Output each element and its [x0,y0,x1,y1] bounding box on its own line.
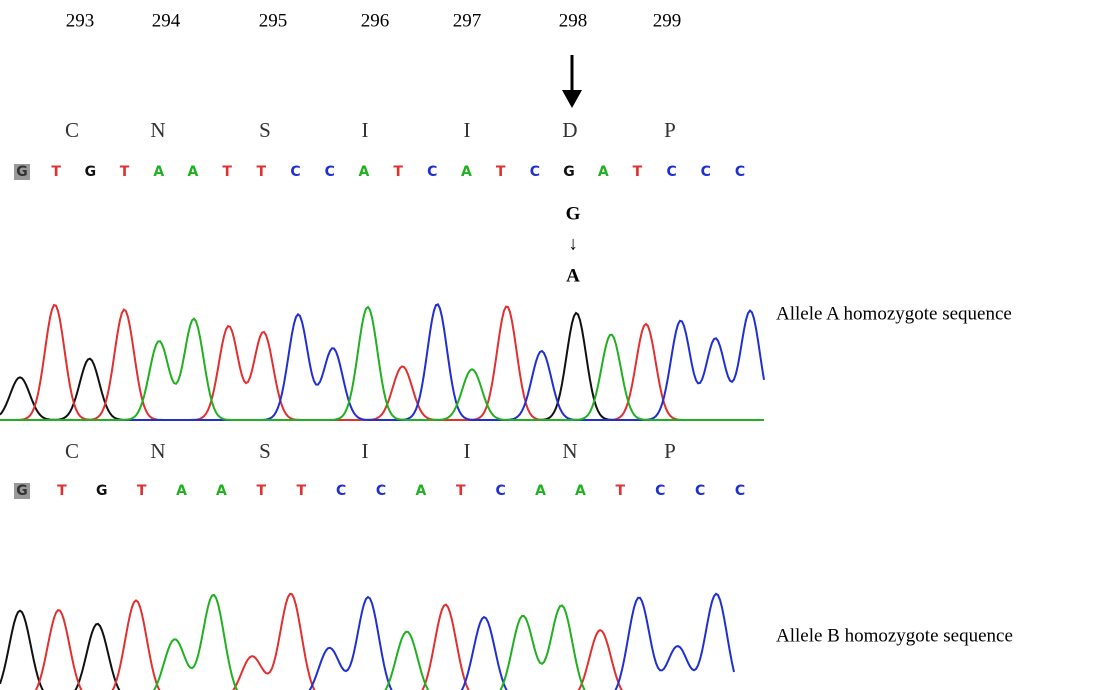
base: C [530,164,540,180]
trace [0,611,734,690]
base: A [216,483,227,499]
trace [0,304,764,420]
amino-acid: N [150,118,165,142]
base: A [535,483,546,499]
base: A [358,164,369,180]
amino-acid: P [664,439,676,463]
amino-acid: I [362,118,369,142]
base: A [188,164,199,180]
base: T [57,483,67,499]
base: A [415,483,426,499]
amino-acid: I [464,118,471,142]
base: A [598,164,609,180]
base: C [427,164,437,180]
trace [0,595,734,690]
mutation-arrow-head [562,90,582,108]
position-number: 296 [361,10,390,31]
position-number: 294 [152,10,181,31]
base: T [222,164,232,180]
trace [0,594,734,690]
mutation-from: G [566,203,581,224]
base: G [96,483,108,499]
mutation-to: A [566,265,580,286]
amino-acid: C [65,439,79,463]
base: T [120,164,130,180]
base: G [16,483,28,499]
base: C [655,483,665,499]
trace [0,307,764,420]
position-number: 299 [653,10,682,31]
base: C [325,164,335,180]
position-number: 295 [259,10,288,31]
amino-acid: N [150,439,165,463]
position-number: 298 [559,10,588,31]
base: C [735,483,745,499]
position-number: 297 [453,10,482,31]
base: A [461,164,472,180]
base: A [153,164,164,180]
position-number: 293 [66,10,95,31]
base: G [85,164,97,180]
mutation-arrow: ↓ [568,233,578,254]
base: C [735,164,745,180]
base: T [257,164,267,180]
base: T [633,164,643,180]
amino-acid: I [464,439,471,463]
base: C [666,164,676,180]
base: C [290,164,300,180]
figure: G ↓ A Allele A homozygote sequence Allel… [0,0,1119,690]
base: T [393,164,403,180]
amino-acid: P [664,118,676,142]
amino-acid: I [362,439,369,463]
amino-acid: S [259,439,271,463]
base: C [701,164,711,180]
base: G [16,164,28,180]
base: C [336,483,346,499]
base: G [563,164,575,180]
amino-acid: N [562,439,577,463]
trace [0,594,734,690]
base: T [137,483,147,499]
panel-label: Allele B homozygote sequence [776,625,1013,646]
base: T [456,483,466,499]
trace [0,305,764,420]
figure-canvas: G ↓ A Allele A homozygote sequence Allel… [0,0,1119,690]
base: T [616,483,626,499]
base: C [695,483,705,499]
amino-acid: D [562,118,577,142]
base: T [257,483,267,499]
base: C [496,483,506,499]
base: A [575,483,586,499]
panel-label: Allele A homozygote sequence [776,303,1012,324]
base: C [376,483,386,499]
base: T [496,164,506,180]
amino-acid: C [65,118,79,142]
base: A [176,483,187,499]
amino-acid: S [259,118,271,142]
base: T [296,483,306,499]
base: T [51,164,61,180]
